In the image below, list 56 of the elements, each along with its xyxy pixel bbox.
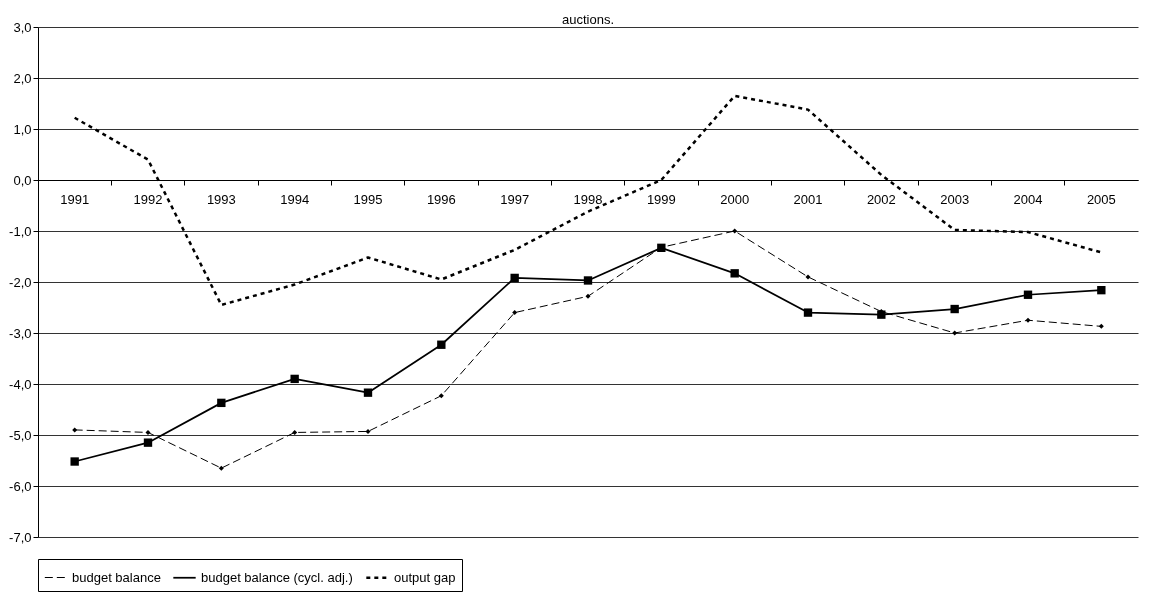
point [510,273,519,283]
x-tick-label: 1996 [426,191,456,207]
legend-label: output gap [394,569,456,585]
chart-title: auctions. [561,12,615,27]
point [1097,285,1106,295]
x-tick-label: 1991 [60,191,90,207]
point [1025,317,1031,323]
point [730,269,739,278]
x-tick-label: 2002 [866,191,896,207]
y-tick-label: -6,0 [9,478,32,494]
point [583,276,593,285]
point [803,308,813,317]
legend-label: budget balance (cycl. adj.) [201,569,353,585]
x-tick-label: 1999 [646,191,676,207]
x-tick-label: 1992 [133,191,163,207]
point [1098,323,1104,329]
point [218,465,224,471]
y-tick-label: -5,0 [9,427,32,443]
point [363,388,373,397]
x-tick-label: 1994 [280,191,310,207]
y-tick-label: 0,0 [13,172,32,188]
y-tick-label: -2,0 [9,274,32,290]
x-tick-label: 1998 [573,191,603,207]
point [72,427,78,433]
point [290,374,299,384]
point [805,274,811,280]
point [1023,290,1033,299]
point [365,428,371,434]
y-tick-label: -7,0 [9,529,32,545]
point [585,293,591,299]
point [145,429,151,435]
x-tick-label: 2003 [940,191,970,207]
point [950,304,959,314]
y-tick-label: -3,0 [9,325,32,341]
point [292,429,298,435]
x-tick-label: 2004 [1013,191,1043,207]
legend-label: budget balance [72,569,161,585]
point [732,228,738,234]
x-tick-label: 1997 [500,191,530,207]
point [438,393,444,399]
point [952,330,958,336]
y-tick-label: 2,0 [13,70,32,86]
x-tick-label: 2000 [720,191,750,207]
point [217,398,226,408]
point [512,310,518,316]
x-tick-label: 2005 [1086,191,1116,207]
point [143,438,153,447]
y-tick-label: 3,0 [13,19,32,35]
x-tick-label: 1993 [206,191,236,207]
x-tick-label: 1995 [353,191,383,207]
point [70,457,79,466]
point [437,340,446,349]
x-tick-label: 2001 [793,191,823,207]
y-tick-label: -4,0 [9,376,32,392]
y-tick-label: -1,0 [9,223,32,239]
y-tick-label: 1,0 [13,121,32,137]
